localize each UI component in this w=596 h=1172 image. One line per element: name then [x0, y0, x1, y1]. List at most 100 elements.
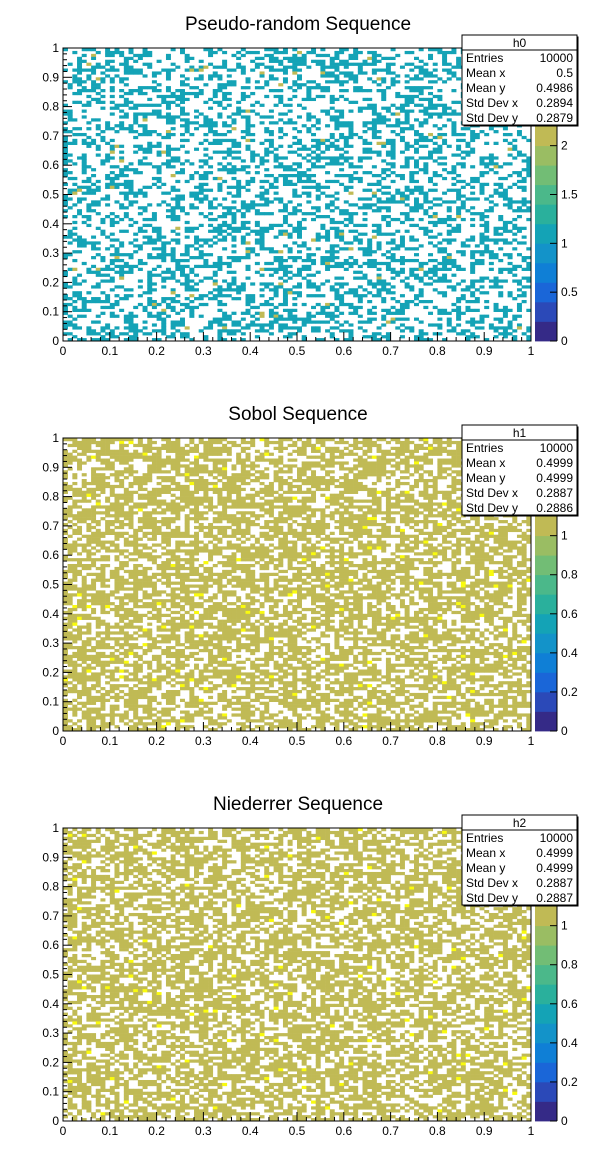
bin	[297, 226, 302, 230]
bin	[339, 121, 345, 125]
bin	[226, 212, 232, 216]
bin	[381, 80, 387, 84]
bin	[222, 329, 228, 333]
bin	[165, 215, 171, 219]
bin	[339, 59, 345, 63]
bin	[245, 452, 251, 456]
bin	[353, 311, 359, 315]
bin	[456, 446, 462, 451]
bin	[376, 282, 382, 286]
bin	[451, 182, 457, 187]
bin	[175, 89, 181, 93]
bin	[442, 294, 448, 298]
bin	[245, 241, 251, 245]
bin	[180, 209, 185, 213]
bin	[67, 320, 73, 324]
bin	[339, 299, 345, 304]
bin	[470, 197, 476, 201]
bin	[339, 311, 345, 315]
bin	[109, 302, 115, 307]
bin	[142, 261, 148, 266]
bin	[170, 238, 176, 242]
bin	[329, 71, 335, 75]
bin	[147, 288, 153, 292]
bin	[128, 490, 134, 494]
bin	[451, 487, 457, 492]
bin	[278, 118, 284, 122]
bin	[357, 326, 363, 330]
bin	[273, 440, 279, 445]
bin	[353, 50, 359, 55]
bin	[325, 185, 331, 189]
bin	[446, 229, 452, 233]
bin	[142, 235, 148, 239]
bin	[362, 141, 368, 145]
bin	[414, 247, 419, 251]
bin	[91, 256, 97, 260]
bin	[376, 197, 382, 201]
bin	[77, 62, 83, 66]
bin	[470, 150, 476, 154]
bin	[381, 121, 387, 125]
bin	[343, 329, 349, 333]
bin	[507, 206, 513, 210]
bin	[512, 232, 518, 236]
bin	[91, 285, 97, 289]
bin	[184, 479, 190, 483]
bin	[184, 130, 190, 134]
bin	[212, 132, 218, 137]
bin	[119, 253, 125, 257]
bin	[203, 173, 209, 178]
bin	[432, 62, 438, 66]
bin	[81, 68, 87, 72]
bin	[362, 335, 368, 339]
bin	[437, 291, 443, 295]
bin	[297, 467, 302, 471]
bin	[371, 56, 377, 61]
bin	[292, 48, 298, 52]
bin	[339, 162, 345, 166]
bin	[184, 250, 190, 254]
bin	[72, 141, 78, 145]
bin	[180, 323, 185, 327]
bin	[470, 267, 476, 271]
bin	[282, 48, 288, 52]
bin	[156, 464, 162, 468]
bin	[72, 182, 78, 187]
bin	[446, 112, 452, 116]
bin	[418, 291, 424, 295]
bin	[442, 273, 448, 277]
bin	[156, 153, 162, 157]
bin	[137, 438, 143, 442]
bin	[67, 115, 73, 119]
bin	[72, 294, 78, 298]
bin	[231, 53, 237, 58]
bin	[292, 209, 298, 213]
bin	[212, 71, 218, 75]
bin	[142, 473, 148, 477]
bin	[250, 109, 256, 113]
bin	[245, 80, 251, 84]
bin	[357, 476, 363, 480]
bin	[399, 461, 405, 465]
bin	[278, 481, 284, 486]
bin	[240, 481, 246, 486]
bin	[170, 479, 176, 483]
bin	[72, 267, 78, 271]
bin	[456, 173, 462, 178]
bin	[325, 250, 331, 254]
bin	[315, 449, 321, 453]
bin	[165, 100, 171, 104]
bin	[77, 461, 83, 465]
bin	[100, 106, 106, 110]
bin	[264, 443, 270, 448]
bin	[474, 179, 480, 184]
bin	[409, 299, 415, 304]
bin	[217, 226, 223, 230]
bin	[376, 467, 382, 471]
bin	[114, 449, 120, 453]
bin	[156, 256, 162, 260]
bin	[526, 308, 532, 312]
bin	[414, 479, 419, 483]
